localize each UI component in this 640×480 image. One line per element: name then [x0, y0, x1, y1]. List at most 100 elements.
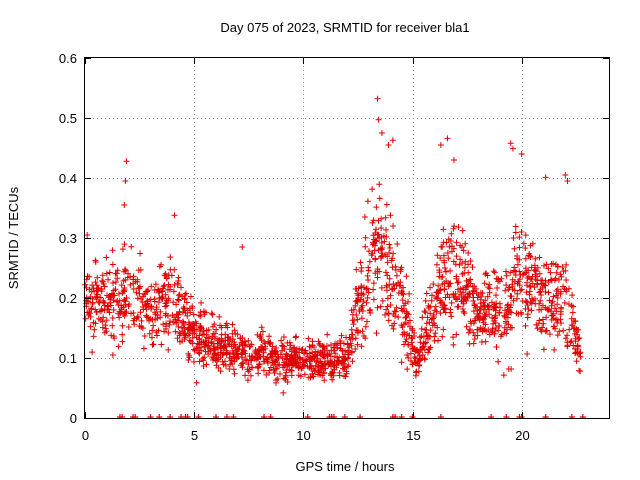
data-point	[109, 291, 116, 298]
data-point	[160, 321, 167, 328]
data-point	[190, 326, 197, 333]
data-point	[120, 288, 127, 295]
data-point	[110, 279, 117, 286]
data-point	[170, 288, 177, 295]
data-point	[427, 327, 434, 334]
data-point	[469, 264, 476, 271]
data-point	[393, 304, 400, 311]
data-point	[175, 278, 182, 285]
data-point	[280, 343, 287, 350]
data-point	[103, 270, 110, 277]
data-point	[520, 271, 527, 278]
data-point	[575, 326, 582, 333]
data-point	[155, 327, 162, 334]
data-point	[269, 359, 276, 366]
data-point	[490, 304, 497, 311]
data-point	[197, 309, 204, 316]
data-point	[554, 319, 561, 326]
data-point	[194, 340, 201, 347]
data-point	[113, 270, 120, 277]
data-point	[430, 314, 437, 321]
data-point	[504, 326, 511, 333]
data-point	[493, 292, 500, 299]
data-point	[152, 281, 159, 288]
data-point	[514, 261, 521, 268]
data-point	[409, 327, 416, 334]
data-point	[364, 198, 371, 205]
data-point	[369, 219, 376, 226]
data-point	[535, 320, 542, 327]
data-point	[205, 339, 212, 346]
data-point	[390, 250, 397, 257]
data-point	[254, 354, 261, 361]
data-point	[238, 350, 245, 357]
data-point	[167, 254, 174, 261]
data-point	[488, 329, 495, 336]
data-point	[116, 308, 123, 315]
data-point	[545, 289, 552, 296]
data-point	[372, 270, 379, 277]
data-point	[382, 311, 389, 318]
data-point	[322, 361, 329, 368]
data-point	[570, 303, 577, 310]
data-point	[460, 308, 467, 315]
data-point	[551, 323, 558, 330]
data-point	[464, 294, 471, 301]
data-point	[415, 348, 422, 355]
data-point	[453, 273, 460, 280]
data-point	[460, 247, 467, 254]
data-point	[343, 334, 350, 341]
data-point	[459, 305, 466, 312]
data-point	[172, 328, 179, 335]
data-point	[126, 273, 133, 280]
data-point	[159, 295, 166, 302]
data-point	[504, 311, 511, 318]
zero-data-point	[213, 414, 219, 418]
data-point	[263, 355, 270, 362]
data-point	[101, 283, 108, 290]
data-point	[457, 242, 464, 249]
data-point	[446, 243, 453, 250]
data-point	[550, 260, 557, 267]
data-point	[219, 337, 226, 344]
data-point	[257, 343, 264, 350]
data-point	[121, 202, 128, 208]
data-point	[229, 361, 236, 368]
data-point	[450, 341, 457, 348]
data-point	[466, 290, 473, 297]
zero-data-point	[230, 414, 237, 418]
data-point	[576, 334, 583, 341]
data-point	[271, 349, 278, 356]
data-point	[280, 389, 287, 396]
data-point	[539, 316, 546, 323]
data-point	[277, 351, 284, 358]
data-point	[507, 269, 514, 276]
data-point	[461, 310, 468, 317]
data-point	[404, 366, 411, 373]
data-point	[175, 311, 182, 318]
data-point	[366, 258, 373, 265]
data-point	[100, 297, 107, 304]
data-point	[161, 328, 168, 335]
data-point	[209, 354, 216, 361]
data-point	[554, 332, 561, 339]
data-point	[453, 296, 460, 303]
data-point	[374, 95, 381, 102]
data-point	[453, 331, 460, 338]
data-point	[309, 338, 316, 345]
data-point	[239, 334, 246, 341]
data-point	[462, 294, 469, 301]
data-point	[562, 335, 569, 342]
data-point	[151, 286, 158, 293]
data-point	[225, 340, 232, 347]
data-point	[461, 270, 468, 277]
data-point	[362, 234, 369, 241]
data-point	[292, 334, 299, 341]
data-point	[164, 286, 171, 293]
data-point	[534, 325, 541, 332]
data-point	[493, 343, 500, 350]
data-point	[306, 350, 313, 357]
data-point	[88, 306, 95, 313]
data-point	[372, 256, 379, 263]
data-point	[130, 317, 137, 324]
